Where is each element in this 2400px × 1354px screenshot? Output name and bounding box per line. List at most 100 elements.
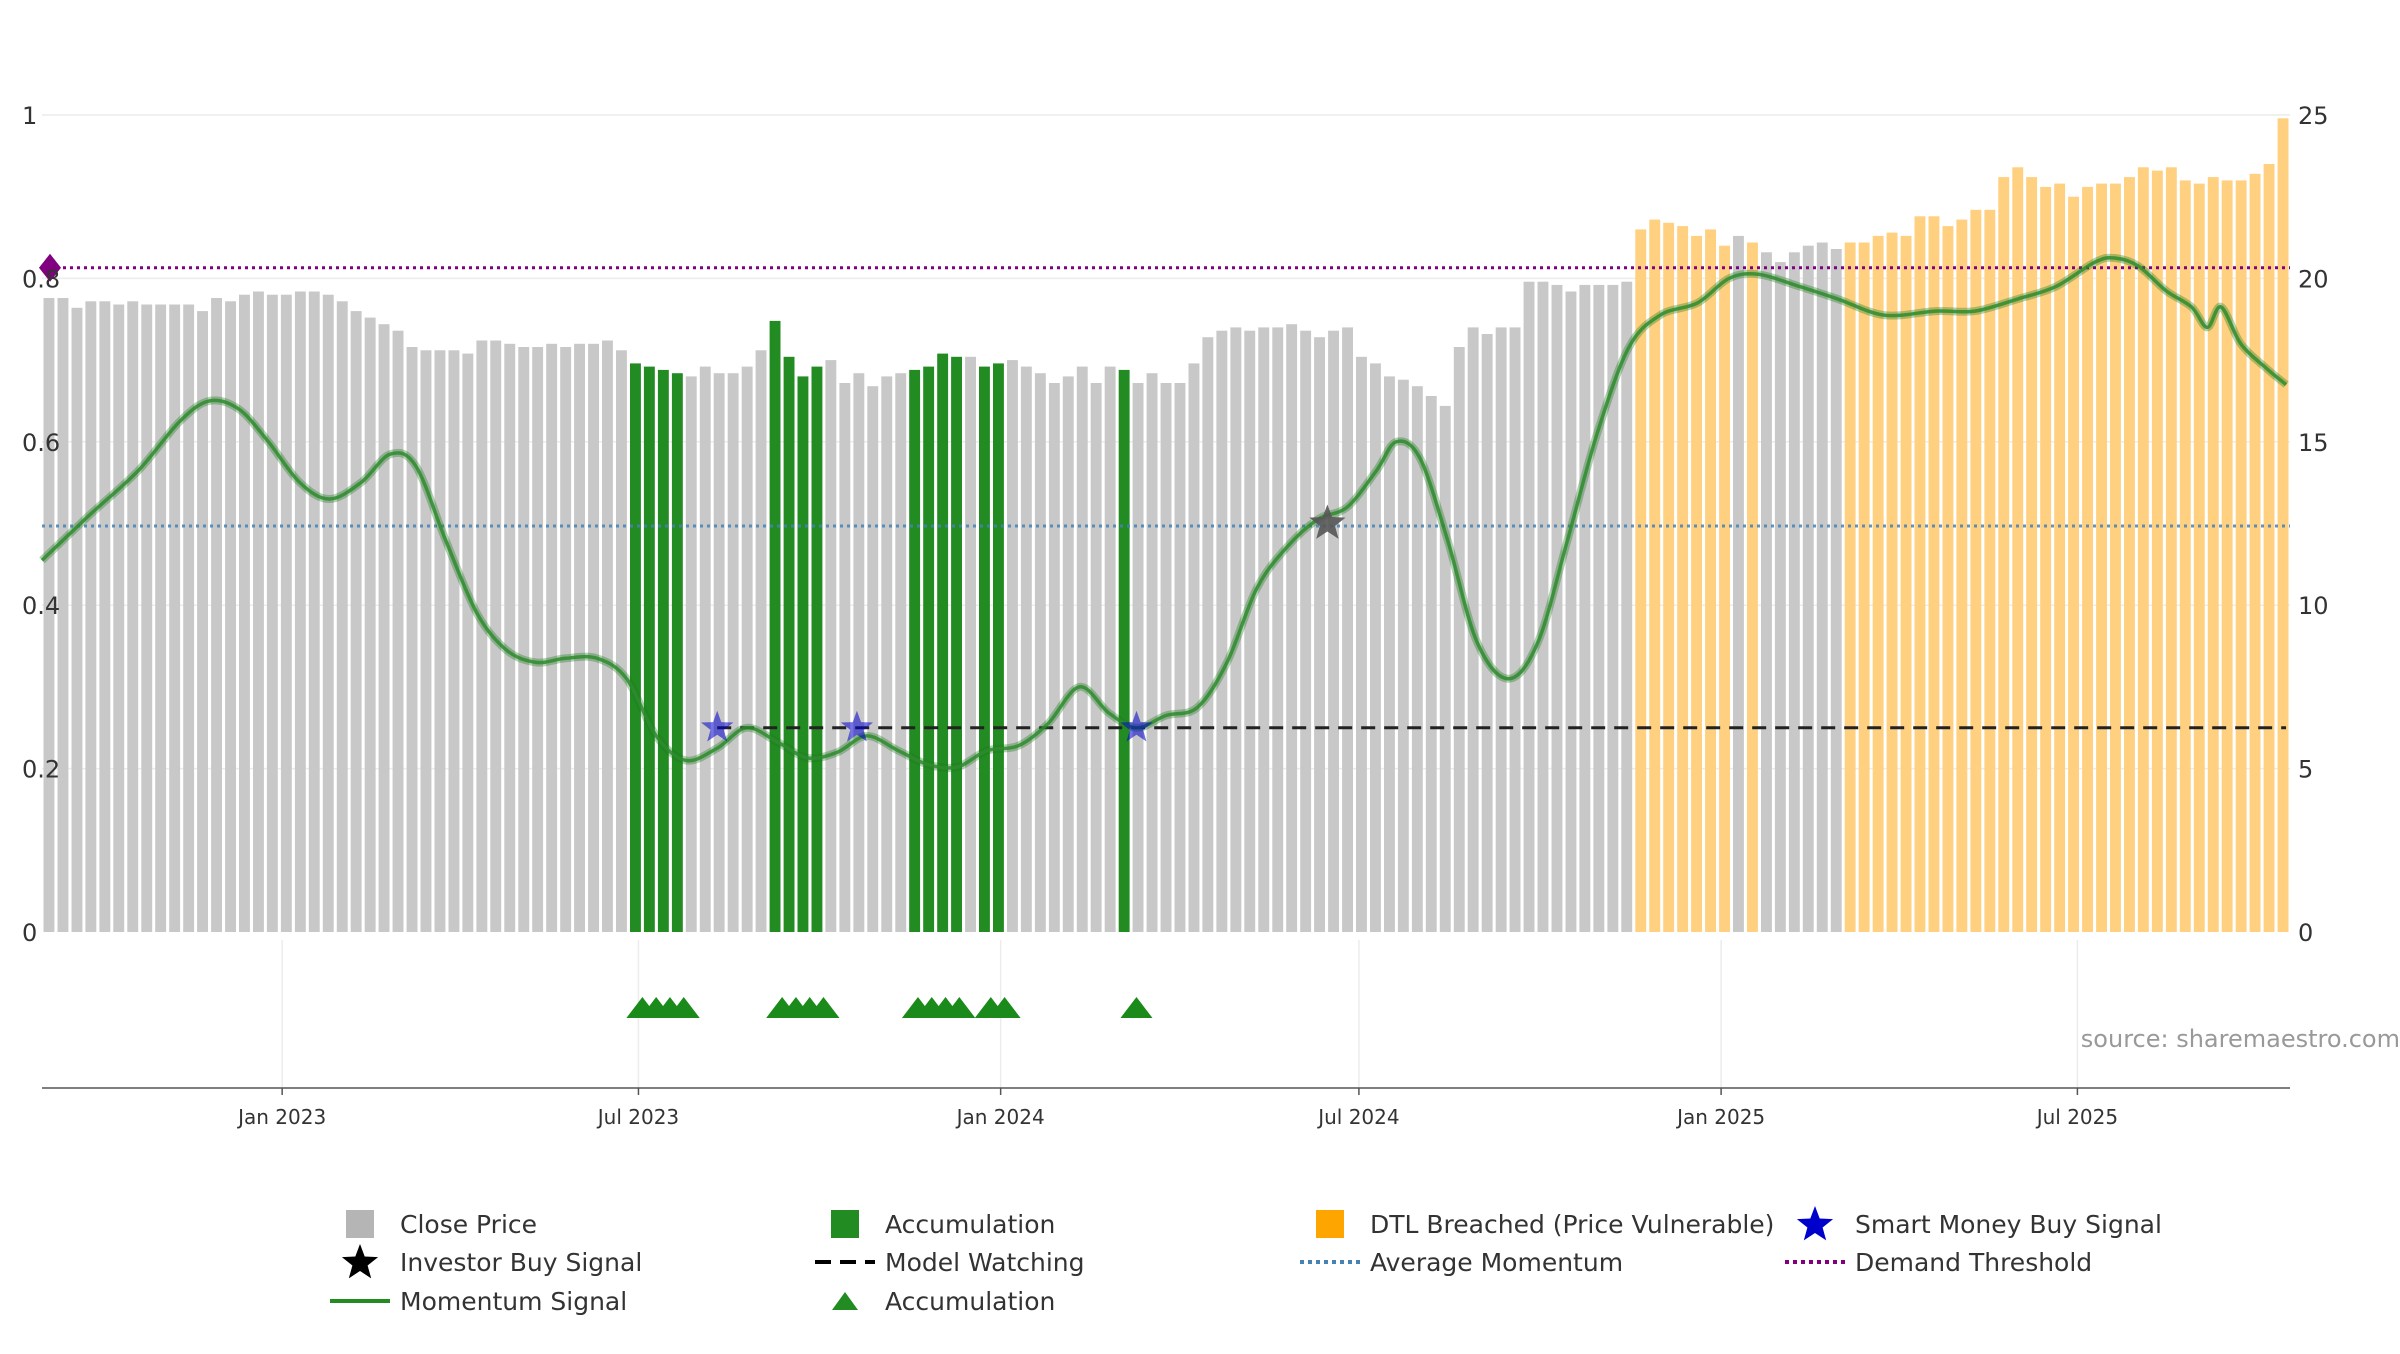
accumulation-bar <box>1118 369 1130 932</box>
close-price-bar <box>57 298 69 932</box>
dtl-breached-bar <box>1956 219 1968 933</box>
legend-item: Accumulation <box>815 1205 1055 1243</box>
accumulation-bar <box>643 366 655 933</box>
dtl-breached-bar <box>2207 177 2219 933</box>
close-price-bar <box>1216 330 1228 932</box>
dtl-breached-bar <box>2054 183 2066 933</box>
source-text: source: sharemaestro.com <box>2080 1025 2400 1053</box>
x-axis-tick-label: Jul 2025 <box>2035 1105 2118 1129</box>
chart-legend: Close Price Accumulation DTL Breached (Pri… <box>0 1205 2400 1335</box>
close-price-bar <box>1509 327 1521 932</box>
square-legend-icon <box>1316 1210 1344 1238</box>
dot-legend-icon <box>1785 1260 1845 1264</box>
close-price-bar <box>350 311 362 933</box>
close-price-bar <box>560 347 572 932</box>
x-axis: Jan 2023 Jul 2023 Jan 2024 Jul 2024 Jan 2025… <box>236 1088 2118 1129</box>
accumulation-bar <box>993 363 1004 932</box>
dtl-breached-bar <box>2263 164 2275 932</box>
close-price-bar <box>1802 245 1814 932</box>
close-price-bar <box>43 298 55 932</box>
close-price-bar <box>1495 327 1507 932</box>
close-price-bar <box>322 294 334 932</box>
close-price-bar <box>378 324 390 932</box>
close-price-bar <box>616 350 627 932</box>
close-price-bar <box>1328 330 1339 932</box>
legend-item: Demand Threshold <box>1785 1243 2092 1281</box>
left-axis-tick-label: 1 <box>22 102 37 130</box>
close-price-bar <box>1020 366 1032 933</box>
close-price-bar <box>1481 334 1493 932</box>
close-price-bar <box>336 301 348 932</box>
dtl-breached-bar <box>1705 229 1716 932</box>
close-price-bar <box>1830 249 1842 932</box>
dtl-breached-bar <box>1677 226 1689 933</box>
dtl-breached-bar <box>1663 222 1675 933</box>
accumulation-triangle <box>807 997 840 1018</box>
accumulation-bar <box>671 373 683 932</box>
square-legend-icon <box>346 1210 374 1238</box>
dtl-breached-bar <box>2179 180 2191 932</box>
close-price-bar <box>1384 376 1395 932</box>
right-axis-tick-label: 5 <box>2298 756 2313 784</box>
close-price-bar <box>518 347 530 932</box>
legend-label: Momentum Signal <box>400 1286 628 1316</box>
left-axis-tick-label: 0 <box>22 919 37 947</box>
accumulation-triangles <box>626 997 1153 1018</box>
dtl-breached-bar <box>1858 242 1870 932</box>
legend-item: Close Price <box>330 1205 537 1243</box>
dtl-breached-bar <box>2124 177 2135 933</box>
close-price-bar <box>1202 337 1214 932</box>
dtl-breached-bar <box>2096 183 2107 933</box>
close-price-bar <box>169 304 181 932</box>
close-price-bar <box>1230 327 1242 932</box>
investor-buy-signal-star <box>1309 504 1346 539</box>
accumulation-triangle <box>1120 997 1153 1018</box>
close-price-bar <box>476 340 488 932</box>
close-price-bar <box>588 343 599 932</box>
dot-legend-icon <box>1300 1260 1360 1264</box>
close-price-bar <box>462 353 474 933</box>
legend-label: Close Price <box>400 1209 538 1239</box>
legend-item: Momentum Signal <box>330 1282 627 1320</box>
accumulation-bar <box>783 356 795 932</box>
close-price-bar <box>85 301 97 932</box>
legend-item: Smart Money Buy Signal <box>1785 1205 2162 1243</box>
dtl-breached-bar <box>2026 177 2038 933</box>
close-price-bar <box>685 376 697 932</box>
legend-label: Demand Threshold <box>1855 1247 2093 1277</box>
x-axis-tick-label: Jul 2024 <box>1316 1105 1399 1129</box>
left-axis-tick-label: 0.2 <box>22 756 60 784</box>
dtl-breached-bar <box>1635 229 1647 932</box>
dtl-breached-bar <box>1886 232 1898 933</box>
x-axis-tick-label: Jul 2023 <box>596 1105 679 1129</box>
close-price-bar <box>713 373 725 932</box>
close-price-bar <box>392 330 404 932</box>
legend-label: DTL Breached (Price Vulnerable) <box>1370 1209 1775 1239</box>
dtl-breached-bar <box>1998 177 2010 933</box>
star-legend-icon <box>341 1244 379 1279</box>
smart-money-buy-signal-star <box>701 710 734 742</box>
accumulation-triangle <box>943 997 976 1018</box>
close-price-bar <box>727 373 739 932</box>
x-axis-tick-label: Jan 2024 <box>955 1105 1045 1129</box>
close-price-bar <box>1523 281 1535 932</box>
close-price-bar <box>1607 284 1619 932</box>
close-price-bar <box>1356 356 1367 932</box>
close-price-bar <box>1258 327 1270 932</box>
right-axis-tick-label: 20 <box>2298 265 2329 293</box>
dtl-breached-bar <box>2193 183 2205 933</box>
accumulation-triangle <box>667 997 700 1018</box>
dtl-breached-bar <box>1649 219 1661 933</box>
close-price-bar <box>699 366 711 933</box>
close-price-bar <box>1593 284 1605 932</box>
close-price-bar <box>1425 396 1437 932</box>
dtl-breached-bar <box>2137 167 2149 933</box>
accumulation-bar <box>630 363 641 932</box>
legend-label: Average Momentum <box>1370 1247 1624 1277</box>
close-price-bar <box>294 291 306 932</box>
close-price-bar <box>225 301 236 932</box>
close-price-bar <box>741 366 753 933</box>
close-price-bar <box>1439 405 1451 932</box>
close-price-bar <box>266 294 278 932</box>
